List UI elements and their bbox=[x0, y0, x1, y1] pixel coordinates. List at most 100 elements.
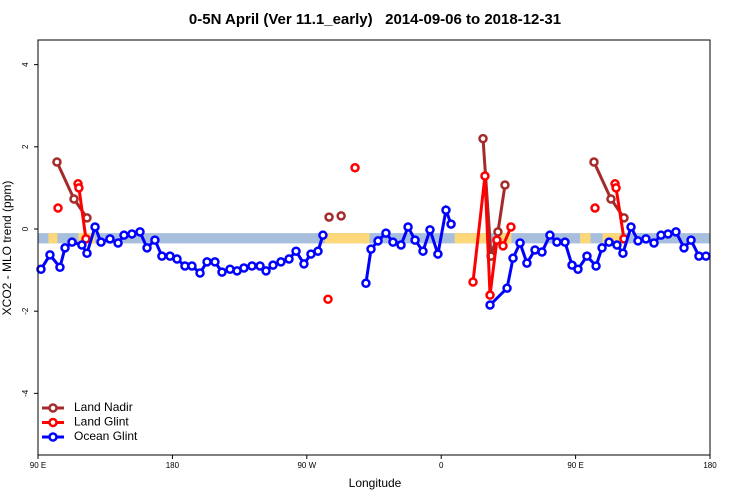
data-point bbox=[441, 205, 451, 215]
data-point bbox=[150, 235, 160, 245]
data-point bbox=[366, 244, 376, 254]
data-point bbox=[701, 251, 711, 261]
data-point bbox=[573, 264, 583, 275]
data-point bbox=[105, 234, 115, 244]
data-point bbox=[247, 261, 257, 271]
x-tick-label: 90 E bbox=[30, 461, 46, 470]
data-point bbox=[649, 238, 659, 248]
data-point bbox=[410, 235, 420, 245]
data-point bbox=[127, 229, 137, 239]
y-axis-label: XCO2 - MLO trend (ppm) bbox=[0, 181, 14, 316]
data-point bbox=[611, 183, 621, 193]
data-point bbox=[157, 251, 167, 261]
land-band bbox=[454, 233, 491, 244]
data-point bbox=[255, 261, 265, 271]
series-line bbox=[364, 204, 453, 284]
data-point bbox=[552, 237, 562, 247]
data-point bbox=[478, 133, 488, 144]
data-point bbox=[323, 294, 333, 305]
data-point bbox=[90, 222, 100, 232]
chart-title: 0-5N April (Ver 11.1_early) 2014-09-06 t… bbox=[189, 11, 561, 28]
y-tick-label: 4 bbox=[21, 62, 30, 67]
data-point bbox=[82, 248, 92, 259]
legend-label: Land Nadir bbox=[74, 400, 133, 414]
data-point bbox=[53, 203, 63, 213]
data-point bbox=[663, 229, 673, 239]
data-point bbox=[81, 234, 91, 244]
data-point bbox=[210, 257, 220, 267]
data-point bbox=[618, 248, 628, 259]
ocean-band bbox=[38, 233, 710, 244]
data-point bbox=[313, 246, 323, 256]
data-point bbox=[626, 222, 636, 232]
data-point bbox=[498, 241, 508, 251]
data-point bbox=[403, 222, 413, 232]
data-point bbox=[425, 225, 435, 235]
data-point bbox=[604, 237, 614, 247]
data-point bbox=[187, 261, 197, 271]
data-point bbox=[96, 237, 106, 247]
data-point bbox=[480, 171, 490, 181]
data-point bbox=[60, 243, 70, 253]
data-point bbox=[350, 163, 360, 173]
data-point bbox=[396, 240, 406, 250]
land-band bbox=[324, 233, 370, 244]
data-point bbox=[324, 212, 334, 222]
data-point bbox=[119, 230, 129, 240]
y-tick-label: 2 bbox=[21, 144, 30, 149]
y-tick-label: -2 bbox=[21, 307, 30, 315]
data-point bbox=[485, 300, 495, 310]
legend-marker bbox=[48, 432, 58, 442]
data-point bbox=[597, 243, 607, 253]
land-band bbox=[496, 233, 512, 244]
data-point bbox=[591, 261, 601, 271]
x-tick-label: 180 bbox=[703, 461, 717, 470]
data-point bbox=[284, 254, 294, 264]
data-point bbox=[560, 237, 570, 247]
data-point bbox=[502, 283, 512, 293]
data-point bbox=[74, 183, 84, 193]
data-point bbox=[52, 157, 62, 167]
data-point bbox=[217, 267, 227, 277]
data-point bbox=[468, 277, 478, 287]
legend-label: Ocean Glint bbox=[74, 429, 138, 443]
data-point bbox=[373, 236, 383, 246]
legend-marker bbox=[48, 417, 58, 428]
x-tick-label: 90 W bbox=[297, 461, 316, 470]
data-point bbox=[261, 266, 271, 276]
data-point bbox=[686, 235, 696, 245]
data-point bbox=[506, 222, 516, 232]
data-point bbox=[500, 180, 510, 190]
data-point bbox=[679, 243, 689, 253]
data-point bbox=[641, 234, 651, 244]
x-tick-label: 180 bbox=[166, 461, 180, 470]
data-point bbox=[388, 237, 398, 247]
data-point bbox=[582, 251, 592, 261]
data-point bbox=[55, 262, 65, 272]
data-point bbox=[633, 236, 643, 246]
data-point bbox=[142, 243, 152, 253]
data-point bbox=[493, 227, 503, 237]
data-point bbox=[299, 259, 309, 269]
data-point bbox=[361, 278, 371, 288]
x-axis-label: Longitude bbox=[349, 476, 402, 490]
data-point bbox=[268, 260, 278, 270]
x-tick-label: 0 bbox=[439, 461, 444, 470]
data-point bbox=[45, 250, 55, 260]
data-point bbox=[172, 254, 182, 264]
data-point bbox=[276, 257, 286, 267]
data-point bbox=[418, 246, 428, 256]
data-point bbox=[195, 268, 205, 278]
y-tick-label: 0 bbox=[21, 226, 30, 231]
data-point bbox=[522, 258, 532, 268]
land-band bbox=[580, 233, 591, 244]
data-point bbox=[492, 235, 502, 245]
data-point bbox=[239, 263, 249, 273]
legend-label: Land Glint bbox=[74, 415, 129, 429]
data-point bbox=[135, 227, 145, 237]
data-point bbox=[589, 157, 599, 167]
data-point bbox=[202, 257, 212, 267]
data-point bbox=[69, 194, 79, 204]
